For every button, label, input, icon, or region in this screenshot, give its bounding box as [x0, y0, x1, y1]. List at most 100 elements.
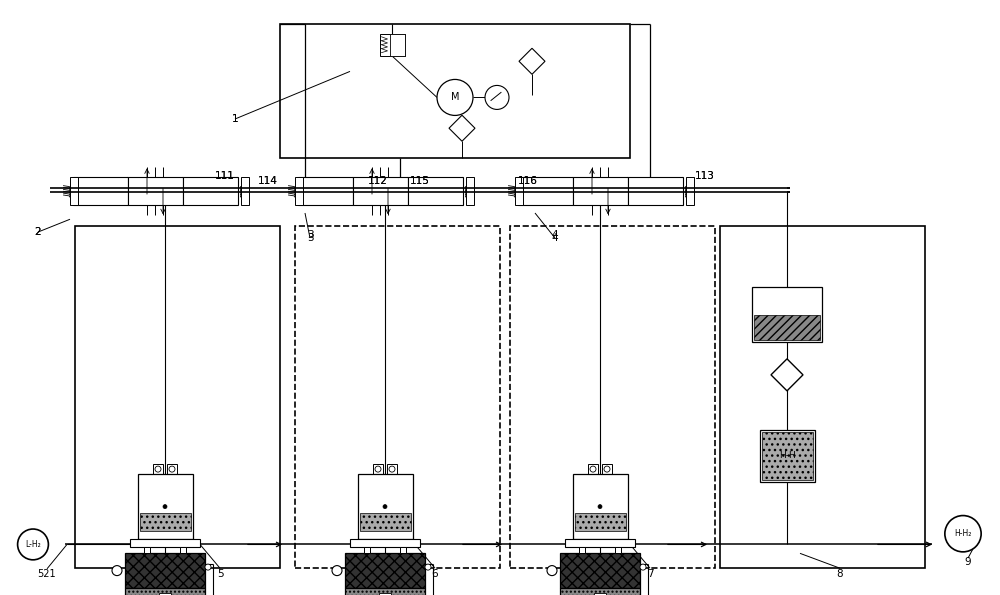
- Bar: [720, 226, 925, 568]
- Text: 116: 116: [518, 177, 538, 186]
- Bar: [387, 464, 397, 474]
- Text: 114: 114: [258, 177, 278, 186]
- Bar: [352, 177, 408, 205]
- Bar: [75, 226, 280, 568]
- Circle shape: [332, 566, 342, 575]
- Circle shape: [169, 466, 175, 472]
- Bar: [579, 547, 585, 553]
- Text: 7: 7: [647, 569, 653, 579]
- Bar: [588, 464, 598, 474]
- Text: 113: 113: [695, 171, 715, 180]
- Text: 112: 112: [368, 177, 388, 186]
- Circle shape: [485, 86, 509, 109]
- Bar: [138, 474, 192, 539]
- Text: H-H: H-H: [779, 452, 795, 461]
- Bar: [760, 430, 814, 482]
- Text: 2: 2: [35, 227, 41, 237]
- Polygon shape: [771, 359, 803, 391]
- Text: 116: 116: [518, 177, 538, 186]
- Bar: [360, 513, 411, 531]
- Bar: [240, 177, 248, 205]
- Circle shape: [437, 79, 473, 115]
- Text: 115: 115: [410, 177, 430, 186]
- Text: 114: 114: [258, 177, 278, 186]
- Circle shape: [598, 505, 602, 509]
- Text: 3: 3: [307, 230, 313, 240]
- Bar: [390, 34, 404, 56]
- Circle shape: [640, 564, 646, 570]
- Bar: [140, 513, 190, 531]
- Bar: [572, 177, 628, 205]
- Circle shape: [547, 566, 557, 575]
- Bar: [408, 177, 462, 205]
- Bar: [144, 547, 150, 553]
- Bar: [125, 553, 205, 588]
- Circle shape: [112, 566, 122, 575]
- Bar: [514, 177, 522, 205]
- Bar: [294, 177, 302, 205]
- Bar: [167, 464, 177, 474]
- Text: 9: 9: [965, 558, 971, 567]
- Circle shape: [604, 466, 610, 472]
- Bar: [280, 24, 630, 158]
- Circle shape: [383, 505, 387, 509]
- Bar: [572, 474, 628, 539]
- Text: H-H₂: H-H₂: [954, 529, 972, 538]
- Bar: [373, 464, 383, 474]
- Text: 521: 521: [38, 569, 56, 579]
- Text: 111: 111: [215, 171, 235, 180]
- Bar: [762, 432, 812, 480]
- Bar: [130, 539, 200, 547]
- Text: 3: 3: [307, 233, 313, 243]
- Bar: [466, 177, 474, 205]
- Bar: [358, 474, 413, 539]
- Bar: [153, 464, 163, 474]
- Bar: [345, 588, 425, 595]
- Polygon shape: [449, 115, 475, 141]
- Bar: [350, 539, 420, 547]
- Bar: [594, 593, 606, 595]
- Bar: [565, 539, 635, 547]
- Circle shape: [375, 466, 381, 472]
- Text: 111: 111: [215, 171, 235, 180]
- Bar: [70, 177, 78, 205]
- Circle shape: [425, 564, 431, 570]
- Bar: [754, 315, 820, 340]
- Bar: [400, 547, 406, 553]
- Polygon shape: [519, 48, 545, 74]
- Text: L-H₂: L-H₂: [25, 540, 41, 549]
- Circle shape: [205, 564, 211, 570]
- Bar: [560, 553, 640, 588]
- Bar: [159, 593, 171, 595]
- Text: M: M: [451, 92, 459, 102]
- Circle shape: [18, 529, 48, 560]
- Text: 5: 5: [217, 569, 223, 579]
- Bar: [379, 593, 391, 595]
- Bar: [380, 34, 404, 56]
- Bar: [510, 226, 715, 568]
- Circle shape: [163, 505, 167, 509]
- Bar: [298, 177, 352, 205]
- Text: 4: 4: [552, 233, 558, 243]
- Bar: [615, 547, 621, 553]
- Bar: [602, 464, 612, 474]
- Circle shape: [945, 515, 981, 552]
- Bar: [295, 226, 500, 568]
- Text: 8: 8: [837, 569, 843, 579]
- Text: 112: 112: [368, 177, 388, 186]
- Bar: [752, 287, 822, 342]
- Bar: [72, 177, 128, 205]
- Bar: [128, 177, 182, 205]
- Text: 4: 4: [552, 230, 558, 240]
- Circle shape: [590, 466, 596, 472]
- Bar: [180, 547, 186, 553]
- Bar: [182, 177, 238, 205]
- Bar: [364, 547, 370, 553]
- Bar: [686, 177, 694, 205]
- Text: 113: 113: [695, 171, 715, 180]
- Bar: [560, 588, 640, 595]
- Circle shape: [155, 466, 161, 472]
- Text: 115: 115: [410, 177, 430, 186]
- Text: 6: 6: [432, 569, 438, 579]
- Text: 1: 1: [232, 114, 238, 124]
